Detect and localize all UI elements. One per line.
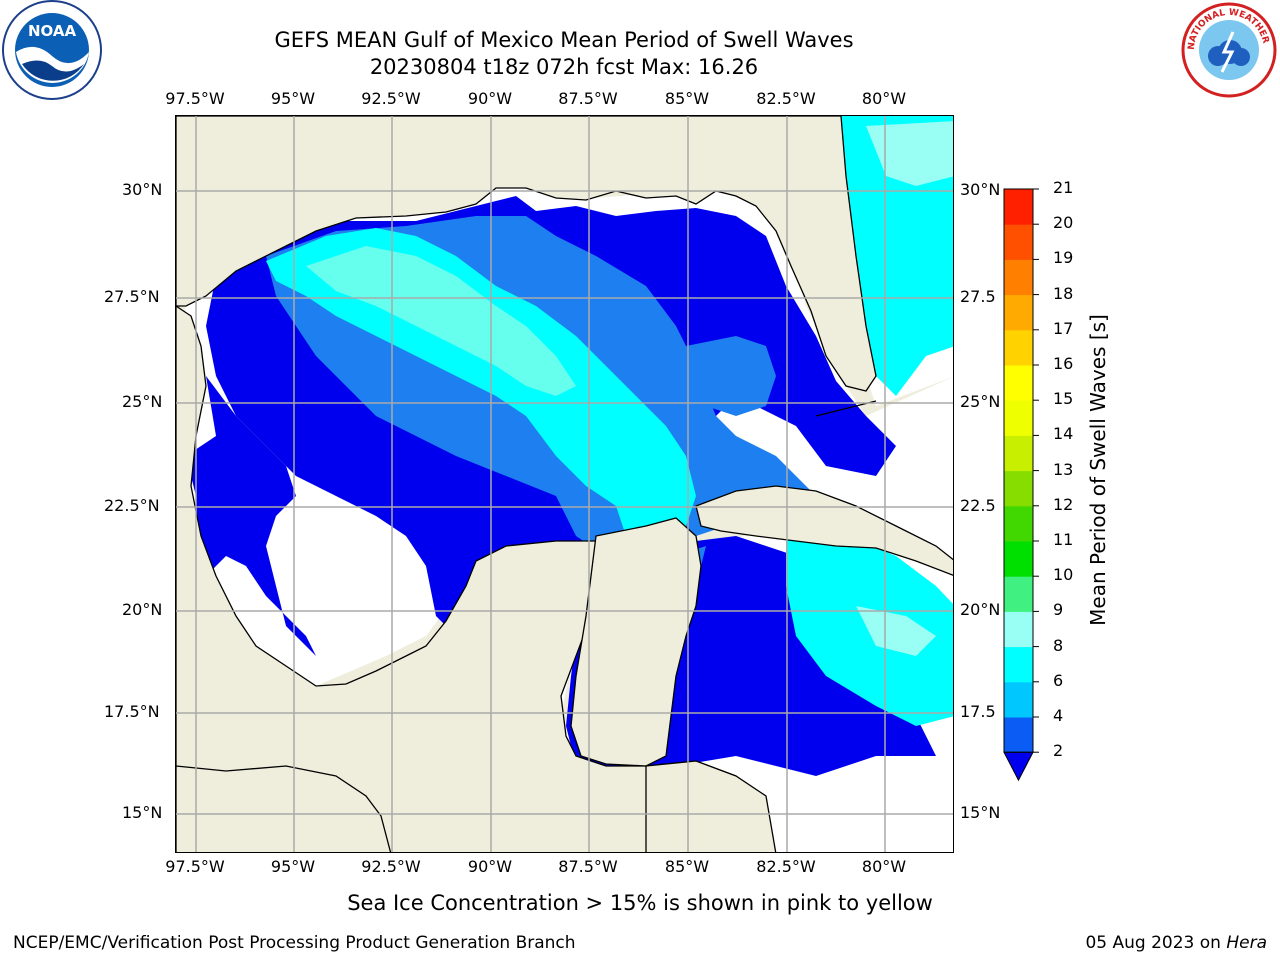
colorbar-level-label: 19 xyxy=(1053,248,1074,268)
swell-band-8-9-atlantic xyxy=(866,121,953,186)
lon-tick-bottom: 97.5°W xyxy=(165,857,225,876)
swell-band-6-8-atlantic xyxy=(841,116,953,396)
credit-date: 05 Aug 2023 on xyxy=(1085,933,1227,953)
lon-tick-top: 85°W xyxy=(664,89,710,108)
lon-tick-bottom: 92.5°W xyxy=(361,857,421,876)
svg-text:NOAA: NOAA xyxy=(28,22,77,40)
lat-tick-right: 25°N xyxy=(960,392,1001,411)
colorbar-segment xyxy=(1004,189,1033,225)
nws-logo: NATIONAL WEATHER SERVICE xyxy=(1178,0,1277,98)
colorbar-segment xyxy=(1004,681,1033,718)
colorbar-level-label: 16 xyxy=(1053,354,1074,373)
yucatan-land xyxy=(570,517,702,767)
colorbar-segment xyxy=(1004,224,1033,260)
colorbar-level-label: 13 xyxy=(1053,459,1074,479)
colorbar-level-label: 20 xyxy=(1053,213,1074,233)
lat-tick-right: 27.5 xyxy=(960,287,996,306)
colorbar-level-label: 6 xyxy=(1053,670,1064,690)
colorbar-level-label: 9 xyxy=(1053,600,1064,620)
colorbar-segment xyxy=(1004,435,1033,472)
lat-tick-left: 30°N xyxy=(122,180,163,199)
colorbar-level-label: 12 xyxy=(1053,494,1074,514)
swell-band-8-9-caribbean xyxy=(856,606,936,656)
lat-tick-right: 30°N xyxy=(960,180,1001,199)
swell-band-8-9 xyxy=(306,246,576,396)
colorbar-segment xyxy=(1004,294,1033,331)
colorbar-segment xyxy=(1004,576,1033,612)
lon-tick-top: 95°W xyxy=(270,89,316,108)
lat-tick-right: 15°N xyxy=(960,803,1001,822)
central-america-land xyxy=(645,760,777,852)
gulf-map xyxy=(176,116,953,852)
map-panel xyxy=(175,115,954,853)
lat-tick-left: 22.5°N xyxy=(104,496,160,515)
chart-subtitle: 20230804 t18z 072h fcst Max: 16.26 xyxy=(369,55,759,79)
colorbar-segment xyxy=(1004,646,1033,683)
lon-tick-top: 87.5°W xyxy=(558,89,618,108)
colorbar-level-label: 11 xyxy=(1053,530,1074,549)
lat-tick-left: 17.5°N xyxy=(104,702,160,721)
colorbar-segment xyxy=(1004,717,1033,753)
lat-tick-right: 20°N xyxy=(960,600,1001,619)
colorbar-level-label: 15 xyxy=(1053,389,1074,409)
colorbar-level-label: 2 xyxy=(1053,741,1064,761)
lon-tick-bottom: 80°W xyxy=(861,857,907,876)
lon-tick-top: 82.5°W xyxy=(756,89,816,108)
swell-band-4-6-east xyxy=(686,336,776,416)
credit-right: 05 Aug 2023 on Hera xyxy=(1085,933,1267,953)
lat-tick-left: 27.5°N xyxy=(104,287,160,306)
colorbar-level-label: 18 xyxy=(1053,283,1074,303)
colorbar-level-label: 17 xyxy=(1053,318,1074,338)
colorbar-level-label: 10 xyxy=(1053,565,1074,585)
gridlines xyxy=(176,116,953,852)
credit-host: Hera xyxy=(1226,933,1267,953)
lon-tick-bottom: 90°W xyxy=(467,857,513,876)
colorbar-level-label: 4 xyxy=(1053,706,1064,725)
lat-tick-right: 17.5 xyxy=(960,702,996,721)
colorbar-segment xyxy=(1004,505,1033,542)
credit-left: NCEP/EMC/Verification Post Processing Pr… xyxy=(13,933,576,953)
colorbar-segment xyxy=(1004,365,1033,401)
usa-land xyxy=(176,116,877,392)
lon-tick-bottom: 82.5°W xyxy=(756,857,816,876)
swell-band-2-4-west xyxy=(186,376,316,656)
sea-ice-note-text: Sea Ice Concentration > 15% is shown in … xyxy=(347,891,933,915)
colorbar-segment xyxy=(1004,611,1033,648)
colorbar-underflow-arrow xyxy=(1003,751,1034,782)
lon-tick-bottom: 95°W xyxy=(270,857,316,876)
colorbar-level-label: 21 xyxy=(1053,178,1074,197)
chart-title: GEFS MEAN Gulf of Mexico Mean Period of … xyxy=(274,28,854,52)
lon-tick-bottom: 85°W xyxy=(664,857,710,876)
lon-tick-top: 80°W xyxy=(861,89,907,108)
colorbar-level-label: 14 xyxy=(1053,424,1074,444)
colorbar-segment xyxy=(1004,541,1033,577)
lon-tick-top: 92.5°W xyxy=(361,89,421,108)
lon-tick-top: 90°W xyxy=(467,89,513,108)
lat-tick-left: 25°N xyxy=(122,392,163,411)
colorbar xyxy=(1003,188,1039,782)
lat-tick-left: 15°N xyxy=(122,803,163,822)
colorbar-segment xyxy=(1004,259,1033,296)
cuba-land xyxy=(695,485,953,576)
colorbar-segment xyxy=(1004,400,1033,436)
lon-tick-bottom: 87.5°W xyxy=(558,857,618,876)
lat-tick-left: 20°N xyxy=(122,600,163,619)
noaa-logo: NOAA xyxy=(2,0,102,100)
colorbar-title: Mean Period of Swell Waves [s] xyxy=(1086,314,1110,626)
colorbar-segment xyxy=(1004,470,1033,507)
lon-tick-top: 97.5°W xyxy=(165,89,225,108)
sea-ice-note: Sea Ice Concentration > 15% is shown in … xyxy=(0,891,1280,915)
lat-tick-right: 22.5 xyxy=(960,496,996,515)
colorbar-segment xyxy=(1004,329,1033,366)
colorbar-level-label: 8 xyxy=(1053,635,1064,655)
